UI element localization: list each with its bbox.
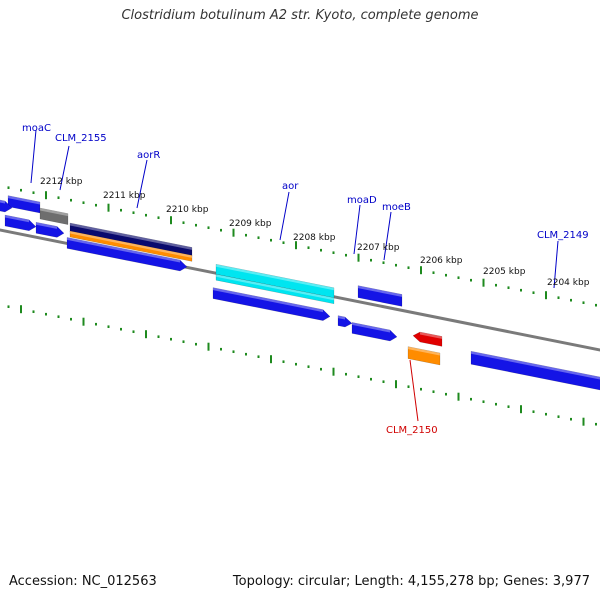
kbp-label: 2207 kbp: [357, 243, 400, 253]
gene-label[interactable]: moaC: [22, 123, 51, 134]
leader-line: [553, 240, 559, 289]
gene-label[interactable]: CLM_2155: [55, 133, 107, 144]
leader-line: [409, 359, 419, 422]
gene-aorR-orange[interactable]: [69, 230, 193, 262]
gene-lower-a[interactable]: [4, 214, 37, 232]
kbp-label: 2205 kbp: [483, 267, 526, 277]
gene-moaC[interactable]: [7, 195, 41, 214]
gene-labels: moaC CLM_2155 aorR aor moaD moeB CLM_2149 CLM_2…: [22, 123, 589, 436]
leader-line: [30, 129, 37, 184]
kbp-label: 2206 kbp: [420, 256, 463, 266]
kbp-label: 2204 kbp: [547, 278, 590, 288]
gene-CLM_2150-red[interactable]: [412, 331, 443, 347]
leader-line: [383, 211, 392, 261]
kbp-ruler: 2212 kbp 2211 kbp 2210 kbp 2209 kbp 2208 kbp…: [40, 177, 590, 288]
gene-lower-c[interactable]: [66, 237, 188, 272]
kbp-label: 2208 kbp: [293, 233, 336, 243]
accession-text: Accession: NC_012563: [9, 574, 157, 589]
gene-moeB[interactable]: [357, 285, 403, 307]
kbp-label: 2209 kbp: [229, 219, 272, 229]
tick-marks: [7, 186, 597, 426]
gene-aor-bottom[interactable]: [215, 273, 335, 305]
gene-label[interactable]: CLM_2149: [537, 230, 589, 241]
gene-lower-e[interactable]: [351, 322, 398, 342]
gene-lower-d[interactable]: [212, 287, 331, 321]
kbp-label: 2210 kbp: [166, 205, 209, 215]
kbp-label: 2212 kbp: [40, 177, 83, 187]
genome-title: Clostridium botulinum A2 str. Kyoto, com…: [121, 8, 479, 23]
leader-line: [353, 204, 361, 255]
leader-line: [279, 191, 290, 241]
genome-summary-text: Topology: circular; Length: 4,155,278 bp…: [232, 574, 590, 589]
gene-label[interactable]: aorR: [137, 150, 160, 161]
gene-label[interactable]: CLM_2150: [386, 425, 438, 436]
gene-left-edge[interactable]: [0, 198, 13, 213]
gene-CLM_2155[interactable]: [39, 207, 69, 225]
gene-CLM_2150-orange[interactable]: [407, 346, 441, 366]
leader-line: [136, 159, 148, 209]
gene-lower-b[interactable]: [35, 221, 65, 238]
gene-label[interactable]: moeB: [382, 202, 411, 213]
gene-features: [0, 195, 600, 391]
gene-moaD[interactable]: [337, 315, 353, 328]
leader-line: [59, 145, 70, 191]
gene-label[interactable]: moaD: [347, 195, 377, 206]
gene-CLM_2149[interactable]: [470, 350, 600, 391]
label-leader-lines: [30, 129, 559, 422]
gene-label[interactable]: aor: [282, 181, 299, 192]
kbp-label: 2211 kbp: [103, 191, 146, 201]
